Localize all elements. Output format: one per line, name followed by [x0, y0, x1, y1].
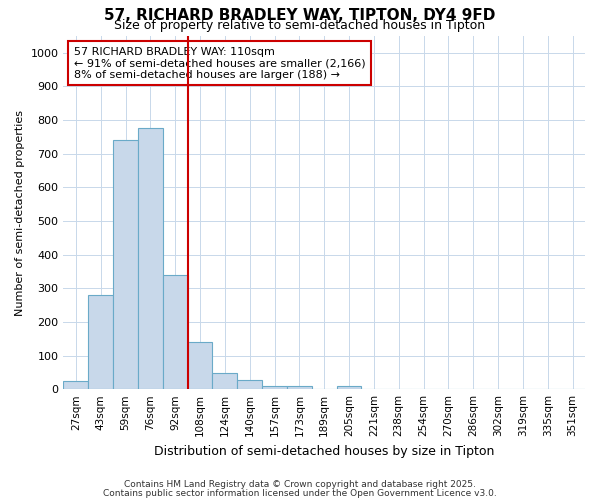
Bar: [88, 295, 113, 389]
Bar: [262, 386, 287, 389]
Bar: [113, 140, 138, 389]
Bar: [138, 128, 163, 389]
Bar: [337, 386, 361, 389]
Y-axis label: Number of semi-detached properties: Number of semi-detached properties: [15, 110, 25, 316]
Text: 57 RICHARD BRADLEY WAY: 110sqm
← 91% of semi-detached houses are smaller (2,166): 57 RICHARD BRADLEY WAY: 110sqm ← 91% of …: [74, 46, 365, 80]
Bar: [163, 275, 188, 389]
Bar: [287, 386, 312, 389]
Bar: [188, 342, 212, 389]
Text: 57, RICHARD BRADLEY WAY, TIPTON, DY4 9FD: 57, RICHARD BRADLEY WAY, TIPTON, DY4 9FD: [104, 8, 496, 22]
Text: Contains public sector information licensed under the Open Government Licence v3: Contains public sector information licen…: [103, 488, 497, 498]
Text: Contains HM Land Registry data © Crown copyright and database right 2025.: Contains HM Land Registry data © Crown c…: [124, 480, 476, 489]
Bar: [64, 381, 88, 389]
Bar: [212, 374, 237, 389]
X-axis label: Distribution of semi-detached houses by size in Tipton: Distribution of semi-detached houses by …: [154, 444, 494, 458]
Text: Size of property relative to semi-detached houses in Tipton: Size of property relative to semi-detach…: [115, 18, 485, 32]
Bar: [237, 380, 262, 389]
